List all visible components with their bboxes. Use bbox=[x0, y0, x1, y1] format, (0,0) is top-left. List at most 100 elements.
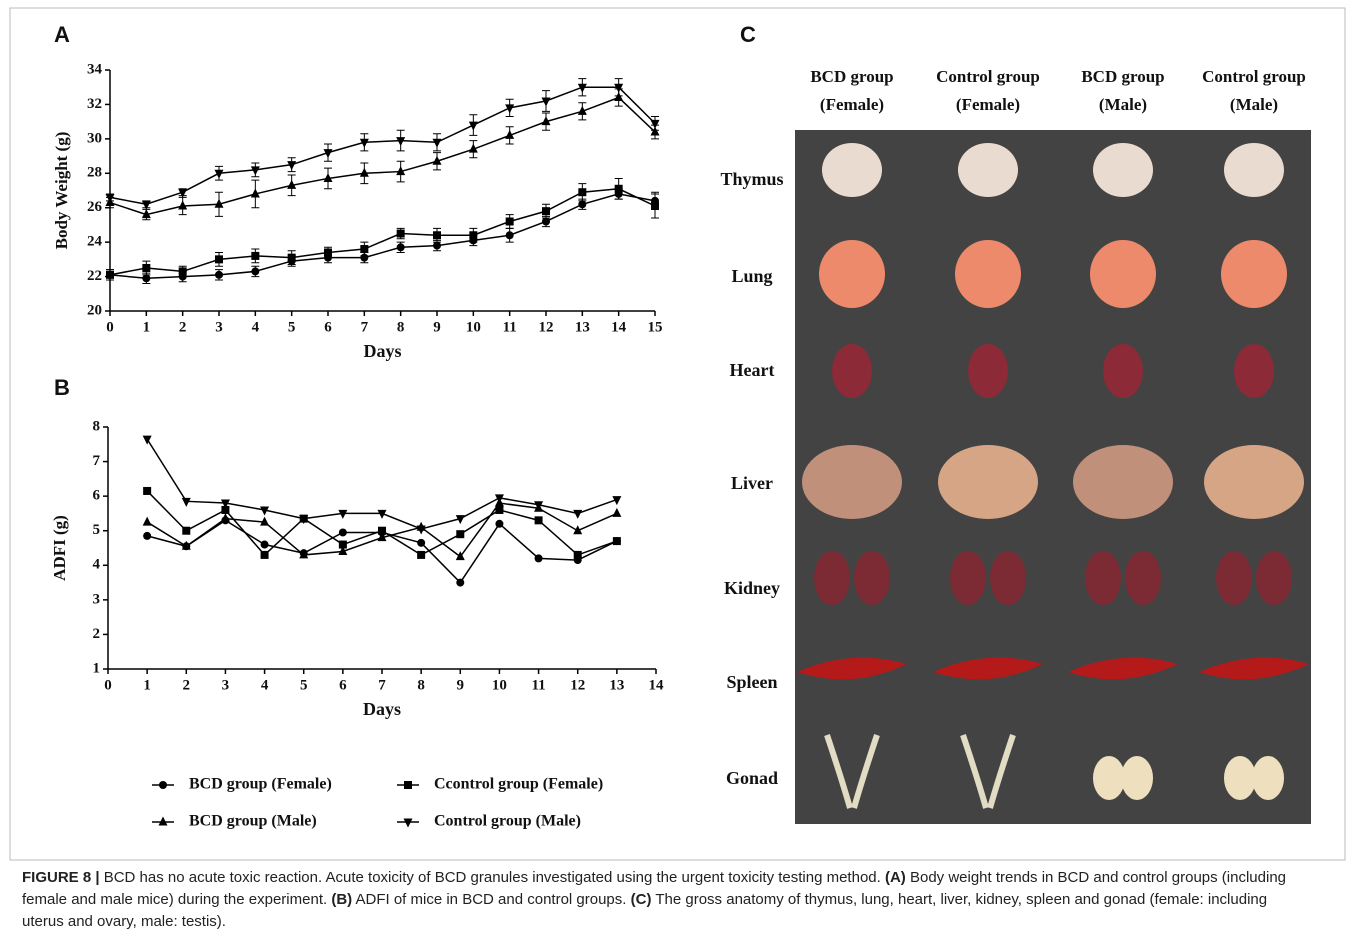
marker bbox=[143, 487, 151, 495]
x-tick-label: 14 bbox=[649, 677, 665, 693]
x-tick-label: 8 bbox=[397, 319, 405, 335]
marker bbox=[613, 537, 621, 545]
marker bbox=[456, 579, 464, 587]
marker bbox=[417, 539, 425, 547]
x-tick-label: 10 bbox=[466, 319, 481, 335]
x-tick-label: 12 bbox=[570, 677, 585, 693]
column-header: (Male) bbox=[1230, 95, 1278, 114]
organ bbox=[822, 143, 882, 197]
organ bbox=[990, 551, 1026, 605]
caption-label: (A) bbox=[885, 869, 906, 886]
organ bbox=[1204, 445, 1304, 519]
marker bbox=[159, 781, 167, 789]
marker bbox=[182, 498, 191, 507]
column-header: (Male) bbox=[1099, 95, 1147, 114]
marker bbox=[433, 242, 441, 250]
marker bbox=[469, 231, 477, 239]
row-label: Liver bbox=[731, 473, 773, 493]
organ bbox=[802, 445, 902, 519]
marker bbox=[651, 202, 659, 210]
series-line bbox=[110, 87, 655, 204]
panel-label: A bbox=[54, 22, 70, 47]
organ bbox=[1221, 240, 1287, 308]
x-axis-label: Days bbox=[363, 699, 401, 719]
y-tick-label: 30 bbox=[87, 130, 102, 146]
organ bbox=[832, 344, 872, 398]
organ bbox=[1093, 756, 1125, 800]
panel-label: B bbox=[54, 375, 70, 400]
organ bbox=[1224, 143, 1284, 197]
column-header: (Female) bbox=[956, 95, 1020, 114]
marker bbox=[251, 267, 259, 275]
y-tick-label: 20 bbox=[87, 302, 102, 318]
organ bbox=[1224, 756, 1256, 800]
legend-label: Ccontrol group (Female) bbox=[434, 776, 603, 793]
organ bbox=[1085, 551, 1121, 605]
organ bbox=[955, 240, 1021, 308]
marker bbox=[506, 231, 514, 239]
series-line bbox=[110, 194, 655, 278]
marker bbox=[433, 231, 441, 239]
organ bbox=[1125, 551, 1161, 605]
marker bbox=[397, 243, 405, 251]
marker bbox=[159, 817, 168, 826]
x-tick-label: 14 bbox=[611, 319, 627, 335]
marker bbox=[143, 532, 151, 540]
x-tick-label: 3 bbox=[222, 677, 230, 693]
x-tick-label: 5 bbox=[288, 319, 296, 335]
row-label: Heart bbox=[730, 360, 775, 380]
x-tick-label: 6 bbox=[324, 319, 332, 335]
organ bbox=[958, 143, 1018, 197]
marker bbox=[178, 200, 187, 209]
marker bbox=[615, 185, 623, 193]
legend-label: Control group (Male) bbox=[434, 813, 581, 830]
row-label: Lung bbox=[731, 266, 772, 286]
column-header: Control group bbox=[1202, 67, 1306, 86]
row-label: Gonad bbox=[726, 768, 778, 788]
row-label: Spleen bbox=[726, 672, 777, 692]
y-tick-label: 7 bbox=[93, 453, 101, 469]
organ bbox=[1073, 445, 1173, 519]
x-tick-label: 7 bbox=[378, 677, 386, 693]
x-tick-label: 13 bbox=[609, 677, 624, 693]
y-axis-label: Body Weight (g) bbox=[52, 132, 71, 250]
marker bbox=[288, 254, 296, 262]
organ bbox=[1121, 756, 1153, 800]
marker bbox=[417, 551, 425, 559]
y-tick-label: 32 bbox=[87, 96, 102, 112]
marker bbox=[360, 168, 369, 177]
marker bbox=[182, 527, 190, 535]
marker bbox=[215, 255, 223, 263]
y-tick-label: 8 bbox=[93, 418, 101, 434]
row-label: Kidney bbox=[724, 578, 780, 598]
column-header: Control group bbox=[936, 67, 1040, 86]
x-tick-label: 0 bbox=[104, 677, 112, 693]
column-header: BCD group bbox=[1081, 67, 1164, 86]
marker bbox=[106, 271, 114, 279]
caption-label: (C) bbox=[631, 891, 652, 908]
caption-text: BCD has no acute toxic reaction. Acute t… bbox=[104, 869, 881, 886]
organ bbox=[814, 551, 850, 605]
marker bbox=[612, 508, 621, 517]
organ bbox=[819, 240, 885, 308]
x-tick-label: 1 bbox=[143, 677, 151, 693]
x-tick-label: 8 bbox=[417, 677, 425, 693]
caption: FIGURE 8 | BCD has no acute toxic reacti… bbox=[22, 867, 1312, 933]
legend-label: BCD group (Female) bbox=[189, 776, 332, 793]
series-line bbox=[147, 491, 617, 555]
organ bbox=[1093, 143, 1153, 197]
organ bbox=[1103, 344, 1143, 398]
marker bbox=[339, 528, 347, 536]
marker bbox=[574, 551, 582, 559]
y-tick-label: 2 bbox=[93, 626, 101, 642]
y-tick-label: 4 bbox=[93, 557, 101, 573]
x-tick-label: 9 bbox=[457, 677, 465, 693]
marker bbox=[324, 248, 332, 256]
marker bbox=[535, 516, 543, 524]
x-tick-label: 11 bbox=[503, 319, 517, 335]
caption-label: FIGURE 8 | bbox=[22, 869, 100, 886]
marker bbox=[651, 120, 660, 129]
marker bbox=[535, 554, 543, 562]
x-tick-label: 0 bbox=[106, 319, 114, 335]
